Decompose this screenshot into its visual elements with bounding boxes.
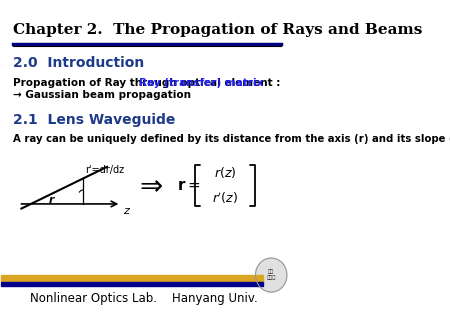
Text: Propagation of Ray through optical element :: Propagation of Ray through optical eleme… xyxy=(13,78,284,88)
Text: r'=dr/dz: r'=dr/dz xyxy=(86,165,125,175)
Text: $\Rightarrow$: $\Rightarrow$ xyxy=(134,171,163,199)
Text: 2.1  Lens Waveguide: 2.1 Lens Waveguide xyxy=(13,113,175,127)
Text: $r'(z)$: $r'(z)$ xyxy=(212,191,238,206)
Text: Nonlinear Optics Lab.    Hanyang Univ.: Nonlinear Optics Lab. Hanyang Univ. xyxy=(30,292,258,305)
Text: r: r xyxy=(49,195,54,205)
Text: 한양
대학교: 한양 대학교 xyxy=(266,269,276,280)
Bar xyxy=(1,281,263,286)
Text: $\mathbf{r}=$: $\mathbf{r}=$ xyxy=(177,178,201,193)
Text: 2.0  Introduction: 2.0 Introduction xyxy=(13,56,144,70)
Bar xyxy=(1,275,263,282)
Text: → Gaussian beam propagation: → Gaussian beam propagation xyxy=(13,90,191,100)
Text: Ray (transfer) matrix: Ray (transfer) matrix xyxy=(139,78,263,88)
Text: Chapter 2.  The Propagation of Rays and Beams: Chapter 2. The Propagation of Rays and B… xyxy=(13,23,422,37)
Text: $r(z)$: $r(z)$ xyxy=(214,164,236,180)
Text: z: z xyxy=(123,206,129,216)
Text: A ray can be uniquely defined by its distance from the axis (r) and its slope (r: A ray can be uniquely defined by its dis… xyxy=(13,134,450,144)
Circle shape xyxy=(256,258,287,292)
